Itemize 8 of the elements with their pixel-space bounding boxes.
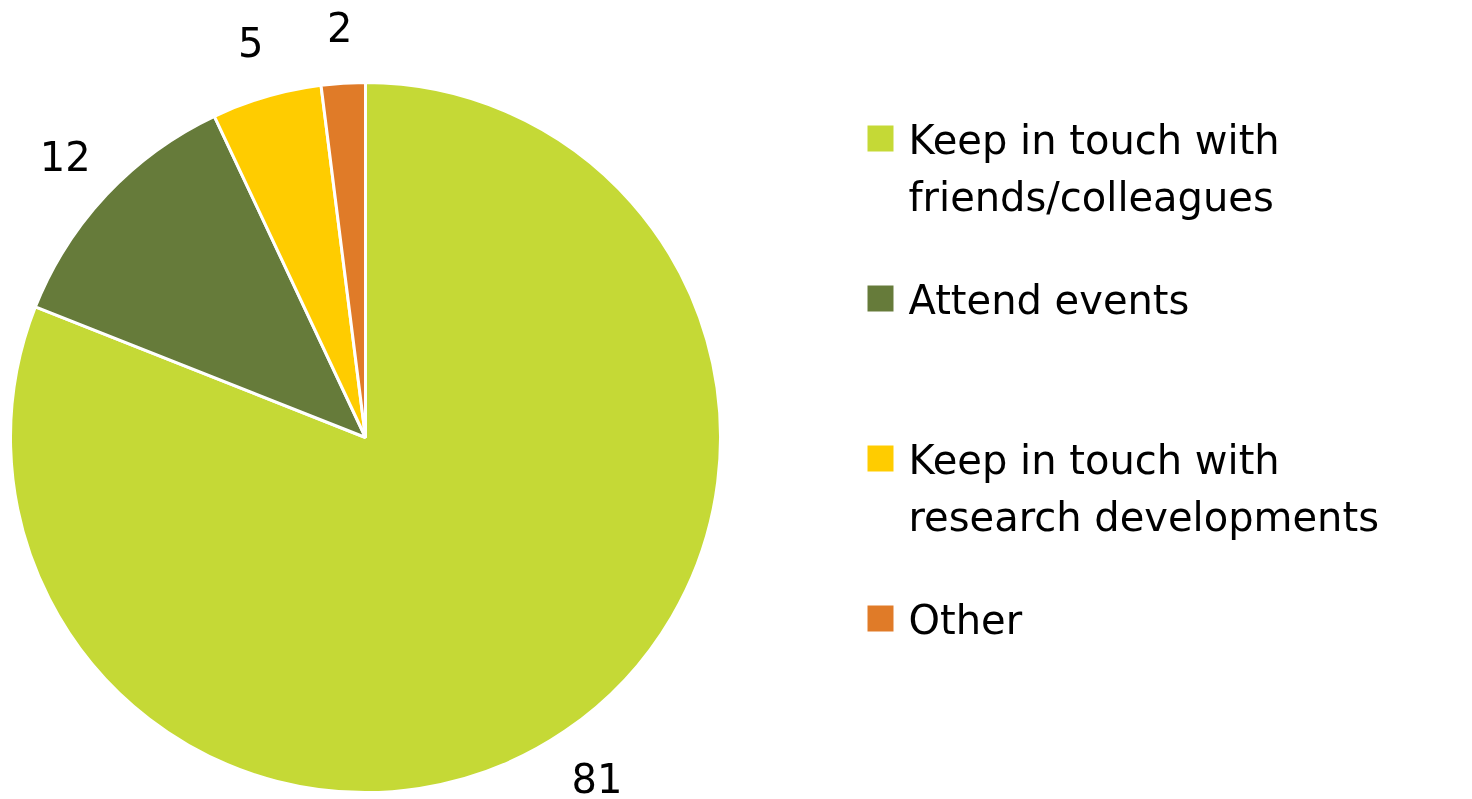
legend-label: Keep in touch with research developments [908, 436, 1379, 540]
legend-label: Attend events [908, 276, 1190, 323]
data-label: 81 [571, 756, 623, 799]
data-label: 2 [326, 4, 353, 51]
data-label: 12 [39, 133, 91, 180]
legend-label: Keep in touch with friends/colleagues [908, 116, 1280, 220]
legend-label: Other [908, 596, 1023, 643]
data-label: 5 [237, 20, 264, 67]
